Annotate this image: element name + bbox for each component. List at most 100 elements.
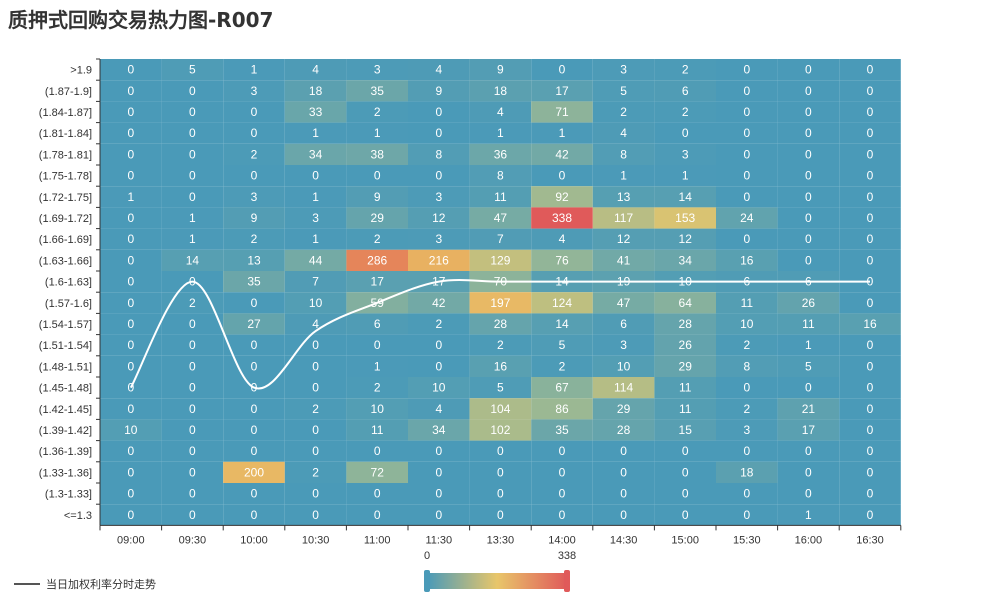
heatmap-cell[interactable] bbox=[469, 122, 532, 144]
heatmap-cell[interactable] bbox=[592, 313, 655, 335]
heatmap-cell[interactable] bbox=[284, 101, 347, 123]
heatmap-cell[interactable] bbox=[839, 249, 901, 271]
heatmap-cell[interactable] bbox=[839, 292, 901, 314]
heatmap-cell[interactable] bbox=[716, 355, 778, 377]
heatmap-cell[interactable] bbox=[161, 122, 224, 144]
heatmap-cell[interactable] bbox=[654, 355, 716, 377]
heatmap-cell[interactable] bbox=[100, 440, 162, 462]
heatmap-cell[interactable] bbox=[716, 165, 778, 187]
heatmap-cell[interactable] bbox=[346, 249, 408, 271]
heatmap-cell[interactable] bbox=[284, 504, 347, 526]
heatmap-cell[interactable] bbox=[469, 440, 532, 462]
heatmap-cell[interactable] bbox=[346, 483, 408, 505]
heatmap-cell[interactable] bbox=[100, 271, 162, 293]
heatmap-cell[interactable] bbox=[839, 377, 901, 399]
heatmap-cell[interactable] bbox=[777, 440, 840, 462]
heatmap-cell[interactable] bbox=[346, 228, 408, 250]
heatmap-cell[interactable] bbox=[469, 101, 532, 123]
heatmap-cell[interactable] bbox=[469, 504, 532, 526]
heatmap-cell[interactable] bbox=[284, 122, 347, 144]
heatmap-cell[interactable] bbox=[408, 398, 470, 420]
heatmap-cell[interactable] bbox=[161, 355, 224, 377]
heatmap-cell[interactable] bbox=[777, 59, 840, 81]
heatmap-cell[interactable] bbox=[654, 419, 716, 441]
heatmap-cell[interactable] bbox=[592, 249, 655, 271]
heatmap-cell[interactable] bbox=[469, 419, 532, 441]
heatmap-cell[interactable] bbox=[346, 398, 408, 420]
heatmap-cell[interactable] bbox=[469, 398, 532, 420]
heatmap-cell[interactable] bbox=[284, 228, 347, 250]
heatmap-cell[interactable] bbox=[223, 101, 285, 123]
heatmap-cell[interactable] bbox=[592, 355, 655, 377]
heatmap-cell[interactable] bbox=[223, 165, 285, 187]
heatmap-cell[interactable] bbox=[161, 483, 224, 505]
heatmap-cell[interactable] bbox=[408, 377, 470, 399]
heatmap-cell[interactable] bbox=[100, 122, 162, 144]
heatmap-cell[interactable] bbox=[839, 80, 901, 102]
heatmap-cell[interactable] bbox=[592, 122, 655, 144]
heatmap-cell[interactable] bbox=[346, 186, 408, 208]
heatmap-cell[interactable] bbox=[284, 355, 347, 377]
heatmap-cell[interactable] bbox=[408, 440, 470, 462]
heatmap-cell[interactable] bbox=[346, 207, 408, 229]
heatmap-cell[interactable] bbox=[469, 59, 532, 81]
heatmap-cell[interactable] bbox=[223, 186, 285, 208]
heatmap-cell[interactable] bbox=[654, 504, 716, 526]
heatmap-cell[interactable] bbox=[408, 419, 470, 441]
heatmap-cell[interactable] bbox=[284, 271, 347, 293]
heatmap-cell[interactable] bbox=[346, 440, 408, 462]
heatmap-cell[interactable] bbox=[592, 228, 655, 250]
heatmap-cell[interactable] bbox=[716, 440, 778, 462]
heatmap-cell[interactable] bbox=[839, 228, 901, 250]
heatmap-cell[interactable] bbox=[777, 249, 840, 271]
heatmap-cell[interactable] bbox=[716, 80, 778, 102]
heatmap-cell[interactable] bbox=[161, 207, 224, 229]
heatmap-cell[interactable] bbox=[469, 249, 532, 271]
heatmap-cell[interactable] bbox=[469, 355, 532, 377]
heatmap-cell[interactable] bbox=[839, 101, 901, 123]
heatmap-cell[interactable] bbox=[531, 165, 593, 187]
heatmap-cell[interactable] bbox=[839, 59, 901, 81]
heatmap-cell[interactable] bbox=[592, 398, 655, 420]
heatmap-cell[interactable] bbox=[592, 483, 655, 505]
heatmap-cell[interactable] bbox=[716, 313, 778, 335]
heatmap-cell[interactable] bbox=[531, 483, 593, 505]
heatmap-cell[interactable] bbox=[777, 355, 840, 377]
heatmap-cell[interactable] bbox=[592, 59, 655, 81]
heatmap-cell[interactable] bbox=[531, 80, 593, 102]
heatmap-cell[interactable] bbox=[531, 461, 593, 483]
heatmap-cell[interactable] bbox=[346, 122, 408, 144]
heatmap-cell[interactable] bbox=[223, 313, 285, 335]
heatmap-cell[interactable] bbox=[716, 483, 778, 505]
heatmap-cell[interactable] bbox=[161, 249, 224, 271]
heatmap-cell[interactable] bbox=[716, 504, 778, 526]
heatmap-cell[interactable] bbox=[346, 271, 408, 293]
heatmap-cell[interactable] bbox=[716, 292, 778, 314]
heatmap-cell[interactable] bbox=[716, 59, 778, 81]
heatmap-cell[interactable] bbox=[469, 207, 532, 229]
heatmap-cell[interactable] bbox=[284, 59, 347, 81]
heatmap-cell[interactable] bbox=[716, 334, 778, 356]
heatmap-cell[interactable] bbox=[592, 143, 655, 165]
heatmap-cell[interactable] bbox=[223, 207, 285, 229]
heatmap-cell[interactable] bbox=[531, 228, 593, 250]
heatmap-cell[interactable] bbox=[716, 461, 778, 483]
heatmap-cell[interactable] bbox=[223, 483, 285, 505]
heatmap-cell[interactable] bbox=[531, 440, 593, 462]
heatmap-cell[interactable] bbox=[839, 440, 901, 462]
heatmap-cell[interactable] bbox=[839, 398, 901, 420]
heatmap-cell[interactable] bbox=[408, 313, 470, 335]
heatmap-cell[interactable] bbox=[161, 80, 224, 102]
heatmap-cell[interactable] bbox=[592, 377, 655, 399]
heatmap-cell[interactable] bbox=[777, 461, 840, 483]
heatmap-cell[interactable] bbox=[592, 207, 655, 229]
heatmap-cell[interactable] bbox=[223, 292, 285, 314]
heatmap-cell[interactable] bbox=[161, 228, 224, 250]
heatmap-cell[interactable] bbox=[716, 207, 778, 229]
heatmap-cell[interactable] bbox=[223, 228, 285, 250]
heatmap-cell[interactable] bbox=[408, 483, 470, 505]
heatmap-cell[interactable] bbox=[161, 504, 224, 526]
heatmap-cell[interactable] bbox=[654, 249, 716, 271]
heatmap-cell[interactable] bbox=[654, 80, 716, 102]
heatmap-cell[interactable] bbox=[531, 186, 593, 208]
